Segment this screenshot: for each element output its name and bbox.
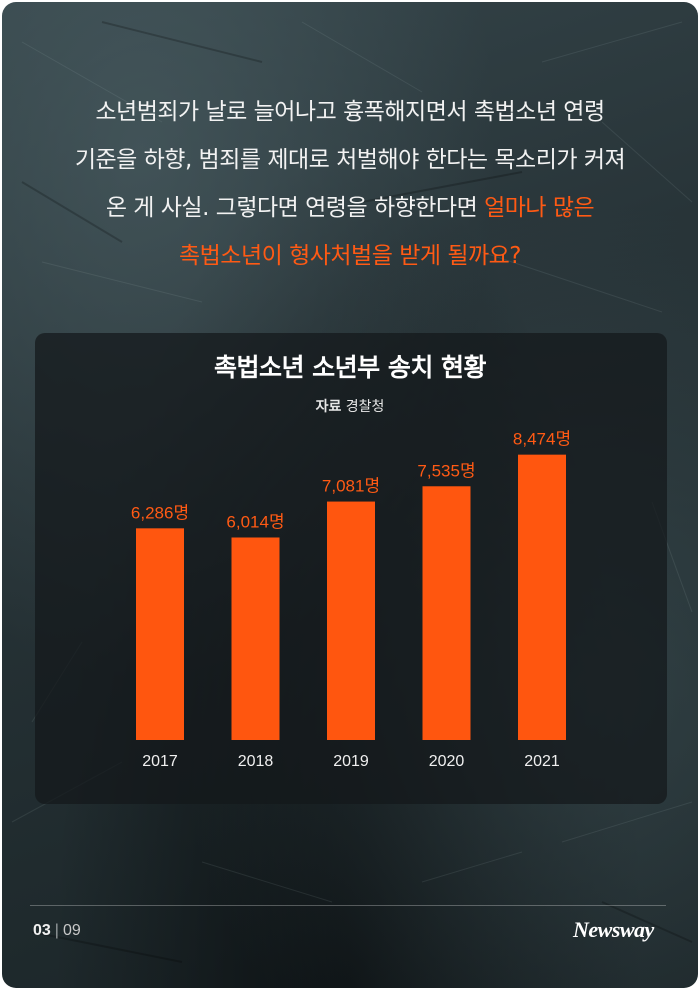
intro-line-1: 소년범죄가 날로 늘어나고 흉폭해지면서 촉법소년 연령 bbox=[95, 99, 605, 125]
bar-2018 bbox=[231, 537, 280, 740]
x-tick-2017: 2017 bbox=[142, 753, 178, 770]
data-label-2019: 7,081명 bbox=[322, 477, 380, 496]
bar-2017 bbox=[136, 528, 184, 740]
source-name: 경찰청 bbox=[345, 399, 385, 415]
page-total: 09 bbox=[62, 922, 81, 939]
bar-2020 bbox=[422, 486, 471, 740]
footer-divider bbox=[30, 905, 666, 906]
bar-2019 bbox=[327, 501, 375, 740]
data-label-2018: 6,014명 bbox=[226, 512, 284, 531]
data-label-2017: 6,286명 bbox=[131, 503, 189, 522]
data-label-2021: 8,474명 bbox=[513, 430, 571, 449]
intro-paragraph: 소년범죄가 날로 늘어나고 흉폭해지면서 촉법소년 연령 기준을 하향, 범죄를… bbox=[32, 88, 668, 280]
intro-highlight-1: 얼마나 많은 bbox=[484, 195, 595, 221]
data-label-2020: 7,535명 bbox=[417, 461, 475, 480]
x-tick-2020: 2020 bbox=[429, 753, 465, 770]
x-tick-2018: 2018 bbox=[238, 753, 274, 770]
x-tick-2019: 2019 bbox=[333, 753, 369, 770]
chart-source: 자료 경찰청 bbox=[0, 396, 700, 416]
source-label: 자료 bbox=[315, 399, 342, 415]
intro-line-3: 온 게 사실. 그렇다면 연령을 하향한다면 얼마나 많은 bbox=[32, 184, 668, 232]
x-tick-2021: 2021 bbox=[524, 753, 560, 770]
page-separator: | bbox=[54, 922, 59, 939]
chart-title: 촉법소년 소년부 송치 현황 bbox=[213, 353, 487, 382]
intro-highlight-2: 촉법소년이 형사처벌을 받게 될까요? bbox=[178, 243, 522, 269]
page-current: 03 bbox=[33, 922, 51, 939]
intro-line-2: 기준을 하향, 범죄를 제대로 처벌해야 한다는 목소리가 커져 bbox=[74, 147, 626, 173]
page-indicator: 03 | 09 bbox=[33, 922, 81, 940]
bar-2021 bbox=[518, 454, 566, 740]
intro-line-3-text: 온 게 사실. 그렇다면 연령을 하향한다면 bbox=[105, 195, 485, 221]
newsway-logo: Newsway bbox=[573, 917, 654, 942]
